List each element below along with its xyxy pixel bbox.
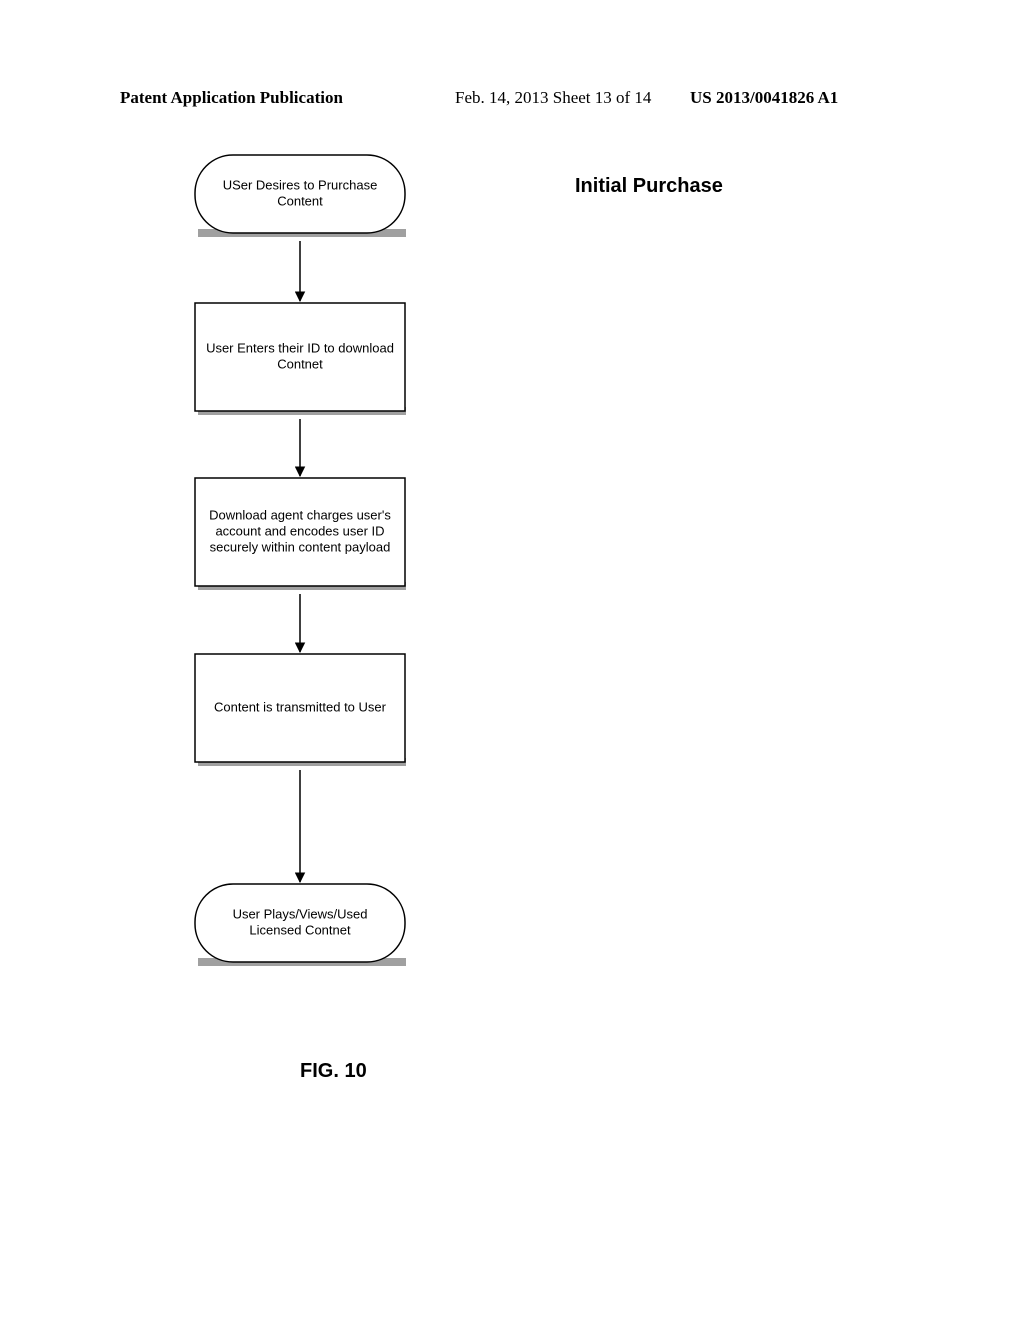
svg-text:securely within content payloa: securely within content payload xyxy=(210,539,391,554)
svg-text:USer Desires to Prurchase: USer Desires to Prurchase xyxy=(223,177,378,192)
svg-text:account and encodes user ID: account and encodes user ID xyxy=(215,523,384,538)
header-patent-number: US 2013/0041826 A1 xyxy=(690,88,838,108)
flowchart: USer Desires to PrurchaseContent User Ent… xyxy=(120,140,520,1020)
svg-text:User Enters their ID to downlo: User Enters their ID to download xyxy=(206,340,394,355)
svg-text:Contnet: Contnet xyxy=(277,356,323,371)
figure-label: FIG. 10 xyxy=(300,1060,367,1083)
svg-text:Content: Content xyxy=(277,193,323,208)
section-title: Initial Purchase xyxy=(575,175,723,198)
svg-text:Download agent charges user's: Download agent charges user's xyxy=(209,507,391,522)
header-date-sheet: Feb. 14, 2013 Sheet 13 of 14 xyxy=(455,88,651,108)
svg-text:Licensed Contnet: Licensed Contnet xyxy=(249,922,351,937)
svg-text:User Plays/Views/Used: User Plays/Views/Used xyxy=(233,906,368,921)
patent-page: Patent Application Publication Feb. 14, … xyxy=(0,0,1024,1320)
svg-text:Content is transmitted to User: Content is transmitted to User xyxy=(214,699,387,714)
header-publication: Patent Application Publication xyxy=(120,88,343,108)
